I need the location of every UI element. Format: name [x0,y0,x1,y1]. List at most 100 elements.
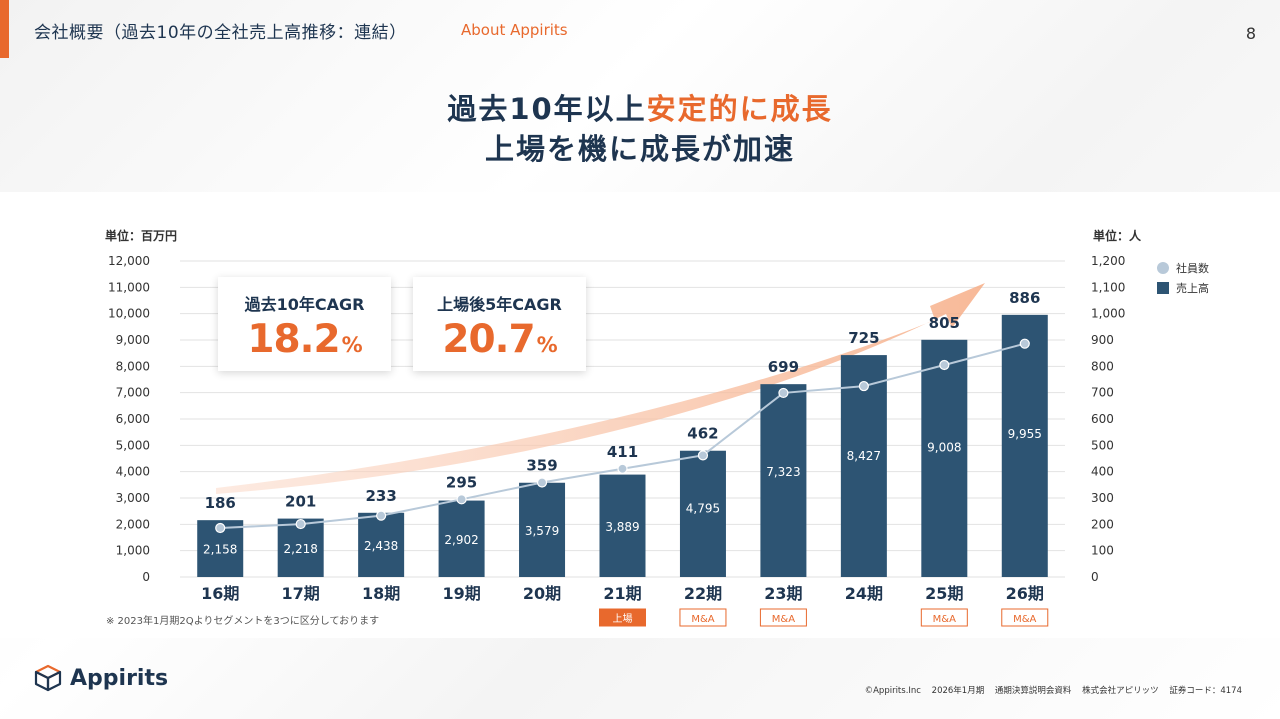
footer-company: 株式会社アピリッツ [1082,686,1159,696]
bar-sales [760,384,807,577]
event-badge-label: M&A [933,614,956,625]
x-category-label: 23期 [764,584,802,603]
event-badge-label: M&A [1013,614,1036,625]
bar-value-label: 3,889 [605,520,639,534]
bar-sales [921,339,968,577]
line-value-label: 699 [768,358,799,376]
page-number: 8 [1245,24,1256,43]
x-category-label: 17期 [282,584,320,603]
cagr-number: 18.2 [247,317,340,362]
bar-value-label: 9,955 [1008,427,1042,441]
logo-text: Appirits [70,665,169,691]
cube-logo-icon [34,664,62,692]
x-category-label: 21期 [603,584,641,603]
bar-value-label: 2,218 [284,542,318,556]
footer-period: 2026年1月期 [931,686,985,696]
cagr-label: 過去10年CAGR [244,295,365,314]
y-left-tick: 9,000 [116,333,150,347]
y-right-tick: 800 [1091,359,1114,373]
y-right-tick: 700 [1091,386,1114,400]
bar-value-label: 7,323 [766,465,800,479]
event-badge [1001,608,1049,627]
bar-sales [840,355,887,577]
event-badge-label: M&A [772,614,795,625]
line-point-employees [376,510,387,521]
y-right-tick: 300 [1091,491,1114,505]
bar-sales [438,500,485,577]
cagr-value: 20.7% [413,317,586,362]
line-point-employees [295,518,306,530]
bar-sales [1001,314,1048,577]
event-badge [599,608,646,627]
event-badge-label: 上場 [613,612,633,625]
line-value-label: 886 [1009,289,1040,307]
legend-sales-label: 売上高 [1176,281,1209,295]
y-right-tick: 0 [1091,570,1099,584]
bar-sales [679,450,726,577]
x-category-label: 18期 [362,584,400,603]
cagr-unit: % [536,333,558,357]
line-value-label: 805 [929,314,960,332]
bar-value-label: 3,579 [525,524,559,538]
y-left-tick: 0 [142,570,150,584]
footer-copyright: ©Appirits.Inc [864,686,921,696]
headline-line1-b: 安定的に成長 [646,92,833,126]
line-point-employees [939,359,950,371]
y-right-tick: 1,000 [1091,307,1125,321]
bar-sales [599,474,646,577]
line-value-label: 201 [285,493,316,511]
line-point-employees [697,450,709,461]
y-left-tick: 1,000 [116,544,150,558]
y-left-tick: 6,000 [116,412,150,426]
cagr-box-10yr: 過去10年CAGR 18.2% [218,277,391,371]
line-value-label: 186 [205,494,236,512]
line-point-employees [215,522,226,534]
bar-value-label: 2,438 [364,539,398,553]
cagr-box-post-ipo: 上場後5年CAGR 20.7% [413,277,586,371]
footer: ©Appirits.Inc 2026年1月期 通期決算説明会資料 株式会社アピリ… [857,684,1242,696]
y-left-tick: 10,000 [108,307,150,321]
x-category-label: 26期 [1006,584,1044,603]
legend-employees-label: 社員数 [1176,261,1209,275]
line-value-label: 462 [687,425,718,443]
event-badge-label: M&A [691,614,714,625]
header-title: 会社概要（過去10年の全社売上高推移：連結） [34,23,407,43]
cagr-value: 18.2% [218,317,391,362]
y-left-tick: 12,000 [108,254,150,268]
line-value-label: 295 [446,473,477,491]
bar-value-label: 8,427 [847,449,881,463]
x-category-label: 20期 [523,584,561,603]
bar-sales [358,512,405,577]
bar-value-label: 2,158 [203,543,237,557]
x-category-label: 25期 [925,584,963,603]
line-value-label: 233 [365,487,396,505]
header-accent-bar [0,0,9,58]
bar-value-label: 4,795 [686,502,720,516]
y-left-tick: 2,000 [116,517,150,531]
bar-value-label: 9,008 [927,441,961,455]
headline-line2: 上場を機に成長が加速 [484,132,795,166]
line-value-label: 359 [526,456,557,474]
bar-value-label: 2,902 [444,533,478,547]
line-point-employees [858,380,869,392]
event-badge [679,608,727,627]
y-left-tick: 7,000 [116,386,150,400]
y-left-tick: 8,000 [116,359,150,373]
company-logo: Appirits [34,664,168,692]
y-right-tick: 900 [1091,333,1114,347]
x-category-label: 19期 [442,584,480,603]
y-right-tick: 400 [1091,465,1114,479]
line-value-label: 725 [848,329,879,347]
legend-sales-marker [1157,282,1169,294]
y-right-tick: 1,100 [1091,280,1125,294]
y-left-tick: 11,000 [108,280,150,294]
footer-code: 証券コード：4174 [1169,686,1242,696]
y-left-label: 単位：百万円 [105,228,177,243]
y-left-tick: 4,000 [116,465,150,479]
event-badge [920,608,968,627]
line-value-label: 411 [607,443,638,461]
y-right-tick: 100 [1091,544,1114,558]
y-right-tick: 500 [1091,438,1114,452]
y-right-tick: 1,200 [1091,254,1125,268]
